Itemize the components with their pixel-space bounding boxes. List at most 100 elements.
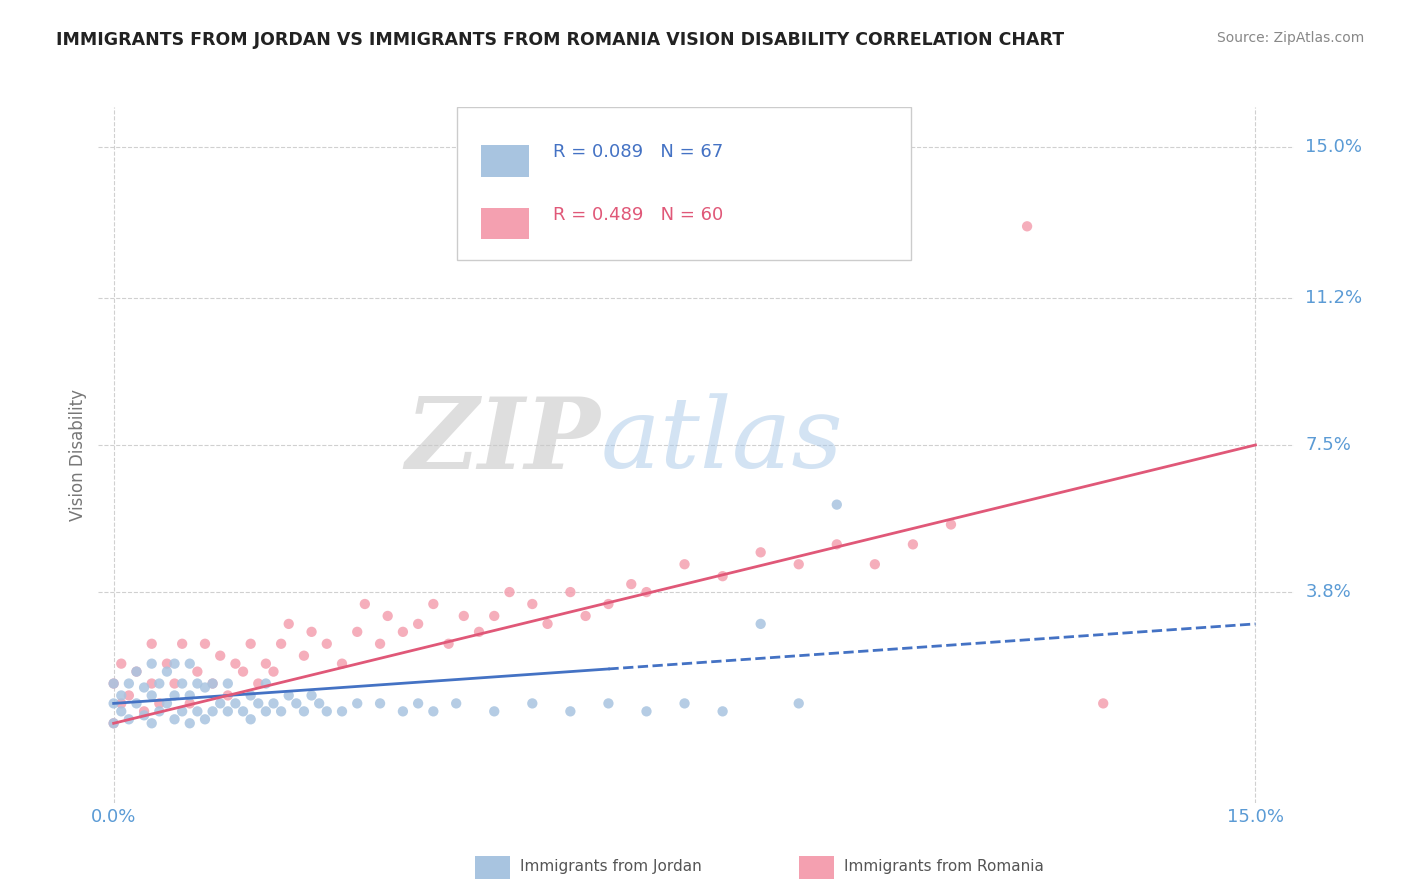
Point <box>118 676 141 690</box>
Point <box>636 704 658 718</box>
Point <box>179 697 201 711</box>
Point <box>179 689 201 703</box>
Point <box>301 624 323 639</box>
Point <box>353 597 375 611</box>
Point <box>125 665 148 679</box>
Text: 7.5%: 7.5% <box>1305 436 1351 454</box>
Point <box>110 689 132 703</box>
Point <box>217 676 239 690</box>
Text: Source: ZipAtlas.com: Source: ZipAtlas.com <box>1216 31 1364 45</box>
Point <box>247 697 270 711</box>
Point <box>156 665 179 679</box>
Point <box>468 624 491 639</box>
Point <box>368 697 391 711</box>
Point <box>186 676 208 690</box>
Point <box>201 704 224 718</box>
Point <box>148 697 170 711</box>
Point <box>484 704 506 718</box>
Point <box>498 585 520 599</box>
Point <box>247 676 270 690</box>
Point <box>224 697 246 711</box>
Text: 15.0%: 15.0% <box>1305 137 1362 156</box>
Point <box>1092 697 1115 711</box>
Point <box>194 681 217 695</box>
Point <box>103 716 125 731</box>
Point <box>239 637 262 651</box>
Point <box>148 676 170 690</box>
Point <box>292 704 315 718</box>
Point <box>598 597 620 611</box>
Point <box>186 704 208 718</box>
Point <box>277 689 299 703</box>
Point <box>536 616 558 631</box>
FancyBboxPatch shape <box>457 107 911 260</box>
Text: ZIP: ZIP <box>405 392 600 489</box>
Point <box>392 704 415 718</box>
Point <box>163 712 186 726</box>
Point <box>186 665 208 679</box>
Text: R = 0.089   N = 67: R = 0.089 N = 67 <box>553 144 723 161</box>
Point <box>141 676 163 690</box>
Point <box>787 558 810 572</box>
Point <box>346 697 368 711</box>
Point <box>330 657 353 671</box>
Point <box>560 585 582 599</box>
Point <box>254 704 277 718</box>
Point <box>209 648 232 663</box>
Point <box>125 697 148 711</box>
Point <box>254 657 277 671</box>
Point <box>132 708 155 723</box>
Text: Immigrants from Romania: Immigrants from Romania <box>844 859 1043 873</box>
Point <box>103 697 125 711</box>
Point <box>673 558 696 572</box>
Point <box>141 716 163 731</box>
Point <box>209 697 232 711</box>
Point <box>598 697 620 711</box>
Text: 3.8%: 3.8% <box>1305 583 1351 601</box>
Y-axis label: Vision Disability: Vision Disability <box>69 389 87 521</box>
Point <box>277 616 299 631</box>
Point <box>522 697 544 711</box>
Point <box>103 676 125 690</box>
Point <box>620 577 643 591</box>
Point <box>156 657 179 671</box>
Point <box>484 609 506 624</box>
Point <box>636 585 658 599</box>
Point <box>377 609 399 624</box>
Point <box>422 704 444 718</box>
Point <box>194 712 217 726</box>
Point <box>201 676 224 690</box>
Point <box>194 637 217 651</box>
Point <box>103 716 125 731</box>
Point <box>444 697 467 711</box>
Point <box>239 712 262 726</box>
Text: R = 0.489   N = 60: R = 0.489 N = 60 <box>553 206 723 224</box>
Point <box>263 697 285 711</box>
Point <box>148 704 170 718</box>
Point <box>368 637 391 651</box>
Point <box>346 624 368 639</box>
Point <box>292 648 315 663</box>
Point <box>141 689 163 703</box>
Point <box>125 665 148 679</box>
Point <box>1017 219 1039 234</box>
Point <box>315 704 337 718</box>
Point <box>406 697 429 711</box>
Point <box>163 657 186 671</box>
Point <box>711 569 734 583</box>
Point <box>156 697 179 711</box>
Point <box>522 597 544 611</box>
Point <box>825 498 848 512</box>
Point <box>232 665 254 679</box>
Point <box>110 697 132 711</box>
Point <box>118 712 141 726</box>
Point <box>901 537 924 551</box>
Point <box>179 716 201 731</box>
Point <box>330 704 353 718</box>
Point <box>863 558 886 572</box>
Point <box>141 637 163 651</box>
Point <box>315 637 337 651</box>
Point <box>392 624 415 639</box>
Point <box>825 537 848 551</box>
Point <box>172 676 194 690</box>
